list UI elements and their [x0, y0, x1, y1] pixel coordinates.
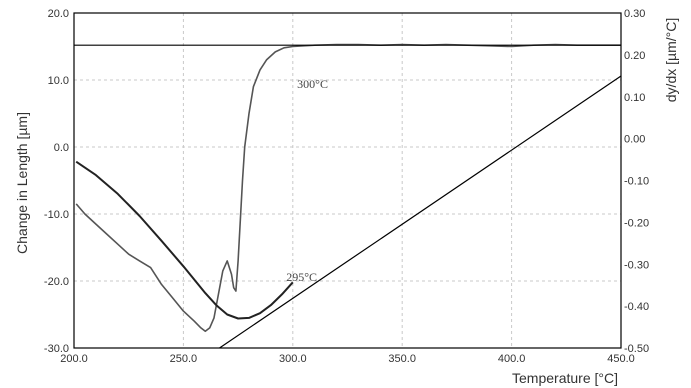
tick-labels: 200.0 250.0 300.0 350.0 400.0 450.0 20.0 10.0 0.…: [44, 8, 649, 365]
y-tick-label: -20.0: [44, 276, 69, 288]
annotation-label: 295°C: [286, 270, 317, 284]
y-tick-label: 20.0: [48, 8, 69, 20]
y2-tick-label: -0.30: [624, 259, 649, 271]
y2-tick-label: -0.20: [624, 217, 649, 229]
y2-axis-title: dy/dx [µm/°C]: [663, 18, 679, 102]
x-axis-title: Temperature [°C]: [512, 370, 618, 386]
annotations: 300°C 295°C: [286, 77, 328, 284]
y-tick-label: -10.0: [44, 209, 69, 221]
y-tick-label: 0.0: [54, 142, 69, 154]
annotation-label: 300°C: [297, 77, 328, 91]
series-line-1: [75, 43, 621, 333]
y2-tick-label: 0.30: [624, 8, 645, 20]
x-tick-label: 450.0: [607, 353, 635, 365]
y2-tick-label: 0.20: [624, 50, 645, 62]
y-tick-label: -30.0: [44, 343, 69, 355]
y2-tick-label: 0.10: [624, 92, 645, 104]
y-axis-title: Change in Length [µm]: [14, 112, 30, 254]
series-line-3: [219, 75, 622, 349]
x-tick-label: 200.0: [60, 353, 88, 365]
x-tick-label: 350.0: [388, 353, 416, 365]
y2-tick-label: -0.40: [624, 301, 649, 313]
x-tick-label: 300.0: [279, 353, 307, 365]
y2-tick-label: -0.10: [624, 176, 649, 188]
x-tick-label: 250.0: [170, 353, 198, 365]
grid: [74, 13, 621, 348]
y2-tick-label: -0.50: [624, 343, 649, 355]
plot-frame: [73, 12, 622, 349]
y2-tick-label: 0.00: [624, 134, 645, 146]
series-line-2: [75, 160, 294, 320]
y-tick-label: 10.0: [48, 75, 69, 87]
x-tick-label: 400.0: [498, 353, 526, 365]
series-layer: [74, 43, 622, 349]
